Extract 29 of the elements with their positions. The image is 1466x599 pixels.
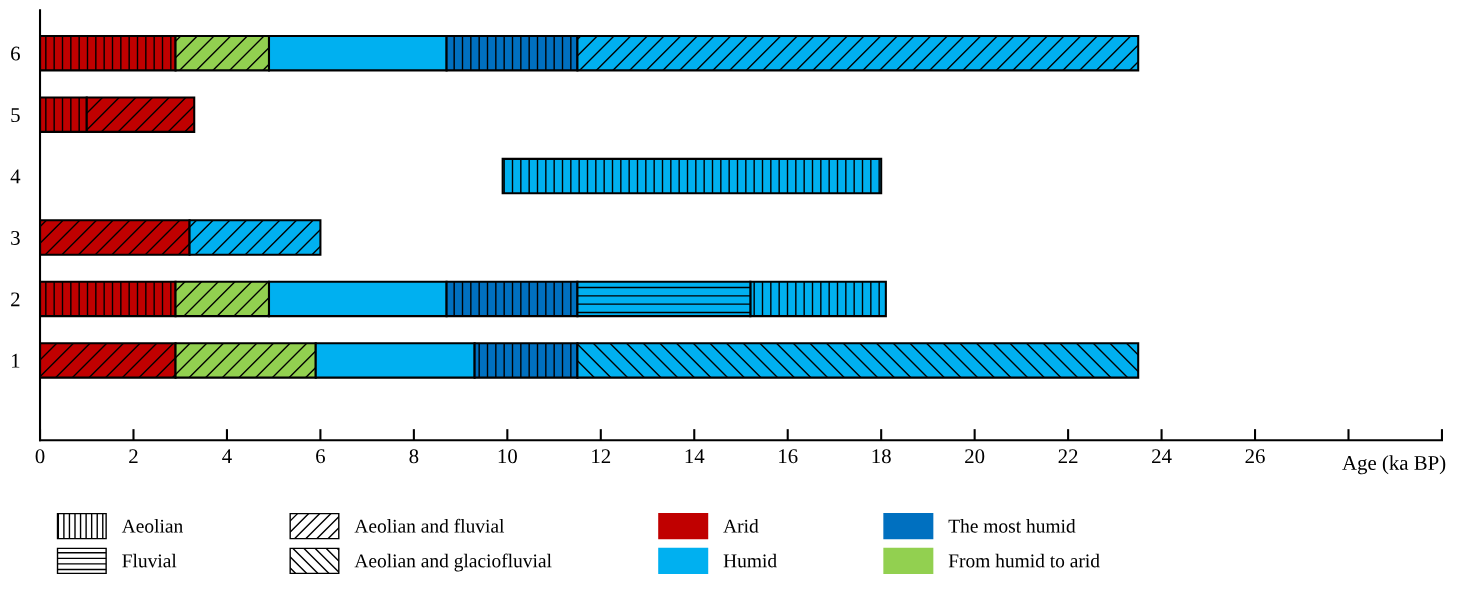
legend-label: The most humid — [948, 519, 1076, 533]
legend-label: Arid — [723, 519, 759, 533]
legend-label: Aeolian and glaciofluvial — [354, 553, 552, 572]
y-tick-label: 4 — [10, 169, 21, 184]
x-tick-label: 4 — [222, 449, 232, 464]
x-tick-label: 2 — [129, 449, 138, 464]
legend-label: Humid — [723, 553, 777, 568]
y-tick-label: 2 — [11, 292, 20, 307]
x-tick-label: 18 — [872, 449, 891, 464]
x-tick-label: 10 — [498, 449, 517, 464]
x-tick-label: 0 — [35, 449, 45, 464]
x-tick-label: 12 — [592, 449, 611, 464]
legend-label: From humid to arid — [948, 553, 1100, 568]
y-tick-label: 3 — [11, 230, 20, 245]
legend-label: Fluvial — [122, 553, 177, 568]
x-tick-label: 26 — [1245, 449, 1265, 464]
x-axis-title: Age (ka BP) — [1342, 455, 1446, 475]
x-tick-label: 24 — [1152, 449, 1172, 464]
x-tick-label: 20 — [965, 449, 985, 464]
y-tick-label: 1 — [11, 353, 20, 368]
x-tick-label: 22 — [1058, 449, 1078, 464]
legend-label: Aeolian — [121, 519, 183, 533]
y-tick-label: 5 — [11, 108, 20, 123]
y-tick-label: 6 — [11, 46, 20, 61]
legend-label: Aeolian and fluvial — [354, 518, 505, 533]
x-tick-label: 8 — [409, 449, 419, 464]
x-tick-label: 16 — [779, 449, 798, 464]
x-tick-label: 14 — [685, 449, 705, 464]
x-tick-label: 6 — [316, 449, 325, 464]
